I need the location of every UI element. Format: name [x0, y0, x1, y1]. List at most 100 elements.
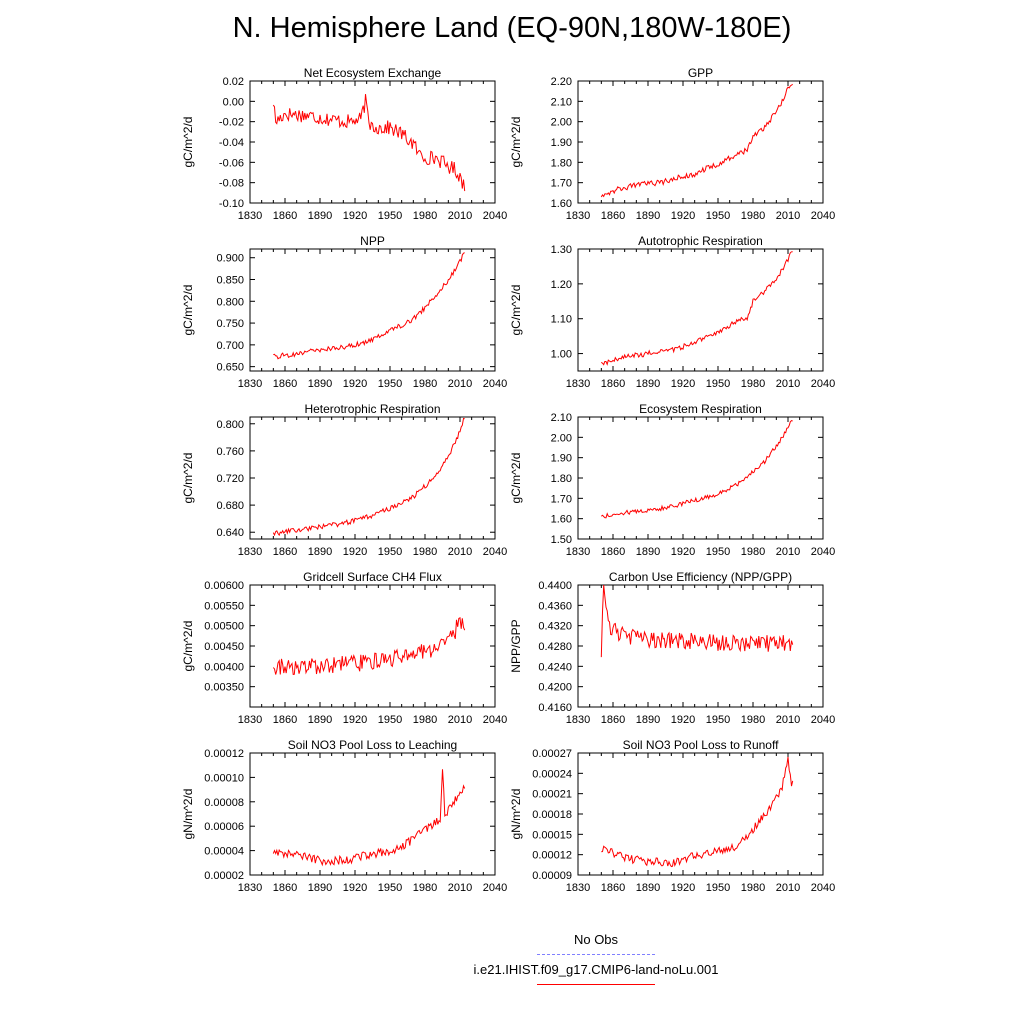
- panel-5-ytick-label: 0.800: [216, 419, 244, 431]
- panel-10-xtick-label: 1950: [706, 882, 730, 894]
- panel-1-xtick-label: 2040: [483, 210, 507, 222]
- panel-10-xtick-label: 2010: [776, 882, 800, 894]
- panel-10-xtick-label: 1830: [566, 882, 590, 894]
- panel-3-xtick-label: 1830: [238, 378, 262, 390]
- panel-8-xtick-label: 1830: [566, 714, 590, 726]
- panel-10-xtick-label: 1860: [601, 882, 625, 894]
- panel-7-ytick-label: 0.00450: [204, 641, 244, 653]
- panel-8-ytick-label: 0.4320: [538, 621, 572, 633]
- panel-9-ytick-label: 0.00006: [204, 821, 244, 833]
- panel-8-xtick-label: 1950: [706, 714, 730, 726]
- panel-4-xtick-label: 1980: [741, 378, 765, 390]
- panel-2-ytick-label: 1.70: [551, 178, 572, 190]
- panel-8-ylabel: NPP/GPP: [509, 619, 523, 672]
- panel-2-ytick-label: 2.10: [551, 96, 572, 108]
- panel-3-xtick-label: 1860: [273, 378, 297, 390]
- panel-3-ytick-label: 0.850: [216, 275, 244, 287]
- panel-5-ytick-label: 0.720: [216, 473, 244, 485]
- panel-9-xtick-label: 1950: [378, 882, 402, 894]
- panel-4-ytick-label: 1.00: [551, 349, 572, 361]
- panel-6-xtick-label: 1860: [601, 546, 625, 558]
- panel-2-title: GPP: [688, 66, 713, 80]
- panel-7-ytick-label: 0.00350: [204, 682, 244, 694]
- panel-3-frame: [249, 248, 496, 372]
- panel-7-ytick-label: 0.00600: [204, 580, 244, 592]
- panel-3-series-line: [273, 252, 465, 360]
- panel-10-ylabel: gN/m^2/d: [509, 789, 523, 840]
- panel-8-ytick-label: 0.4360: [538, 600, 572, 612]
- panel-3-xtick-label: 1920: [343, 378, 367, 390]
- panel-1-ytick-label: -0.02: [219, 117, 244, 129]
- panel-4-ylabel: gC/m^2/d: [509, 285, 523, 336]
- panel-4-frame: [577, 248, 824, 372]
- panel-6-ytick-label: 2.00: [551, 432, 572, 444]
- panel-2-xtick-label: 1980: [741, 210, 765, 222]
- panel-6-title: Ecosystem Respiration: [639, 402, 762, 416]
- panel-10-xtick-label: 2040: [811, 882, 835, 894]
- panel-7-xtick-label: 1920: [343, 714, 367, 726]
- panel-2-xtick-label: 1830: [566, 210, 590, 222]
- panel-5-ytick-label: 0.640: [216, 527, 244, 539]
- panel-6-ytick-label: 1.90: [551, 453, 572, 465]
- panel-4-series-line: [600, 251, 793, 366]
- panel-6-ytick-label: 1.80: [551, 473, 572, 485]
- panel-3-xtick-label: 2010: [448, 378, 472, 390]
- panel-1-ylabel: gC/m^2/d: [181, 117, 195, 168]
- panel-6-ytick-label: 1.60: [551, 514, 572, 526]
- panel-9-ytick-label: 0.00004: [204, 846, 244, 858]
- panel-7-xtick-label: 2040: [483, 714, 507, 726]
- panel-6-xtick-label: 1980: [741, 546, 765, 558]
- panel-2-ytick-label: 2.00: [551, 117, 572, 129]
- panel-6-xtick-label: 1920: [671, 546, 695, 558]
- panel-5-series-line: [272, 417, 465, 537]
- panel-1-ytick-label: -0.06: [219, 157, 244, 169]
- panel-2-ytick-label: 2.20: [551, 76, 572, 88]
- panel-3-ytick-label: 0.750: [216, 318, 244, 330]
- panel-2-xtick-label: 2040: [811, 210, 835, 222]
- panel-10-ytick-label: 0.00018: [532, 809, 572, 821]
- panel-3-ytick-label: 0.900: [216, 253, 244, 265]
- panel-9-title: Soil NO3 Pool Loss to Leaching: [288, 738, 457, 752]
- panel-9-xtick-label: 2040: [483, 882, 507, 894]
- panel-9-xtick-label: 1920: [343, 882, 367, 894]
- panel-3-xtick-label: 1950: [378, 378, 402, 390]
- panel-1-title: Net Ecosystem Exchange: [304, 66, 442, 80]
- panel-3-title: NPP: [360, 234, 385, 248]
- panel-4-xtick-label: 1830: [566, 378, 590, 390]
- panel-3-xtick-label: 1980: [413, 378, 437, 390]
- panel-6-ylabel: gC/m^2/d: [509, 453, 523, 504]
- panel-10-ytick-label: 0.00009: [532, 870, 572, 882]
- panel-1-ytick-label: 0.02: [223, 76, 244, 88]
- panel-8-xtick-label: 2040: [811, 714, 835, 726]
- panel-2-xtick-label: 2010: [776, 210, 800, 222]
- panel-3-ytick-label: 0.700: [216, 340, 244, 352]
- panel-7-xtick-label: 1980: [413, 714, 437, 726]
- panel-2-ytick-label: 1.80: [551, 157, 572, 169]
- panel-8-ytick-label: 0.4160: [538, 702, 572, 714]
- panel-10-ytick-label: 0.00021: [532, 789, 572, 801]
- panel-8-xtick-label: 1860: [601, 714, 625, 726]
- panel-7-ytick-label: 0.00550: [204, 600, 244, 612]
- panel-5-xtick-label: 2010: [448, 546, 472, 558]
- panel-10-ytick-label: 0.00027: [532, 748, 572, 760]
- panel-5-xtick-label: 1950: [378, 546, 402, 558]
- panel-9-xtick-label: 2010: [448, 882, 472, 894]
- panel-7-ytick-label: 0.00400: [204, 661, 244, 673]
- panel-5-ytick-label: 0.680: [216, 500, 244, 512]
- panel-7-ytick-label: 0.00500: [204, 621, 244, 633]
- panel-5-xtick-label: 1890: [308, 546, 332, 558]
- panel-9-xtick-label: 1830: [238, 882, 262, 894]
- panel-8-ytick-label: 0.4200: [538, 682, 572, 694]
- panel-8-ytick-label: 0.4240: [538, 661, 572, 673]
- panel-9-ytick-label: 0.00008: [204, 797, 244, 809]
- panel-8-xtick-label: 1890: [636, 714, 660, 726]
- panel-1-ytick-label: -0.08: [219, 178, 244, 190]
- panel-6-series-line: [600, 420, 793, 519]
- panel-9-ytick-label: 0.00012: [204, 748, 244, 760]
- panel-9-xtick-label: 1980: [413, 882, 437, 894]
- panel-2-xtick-label: 1920: [671, 210, 695, 222]
- panel-2-xtick-label: 1950: [706, 210, 730, 222]
- panel-5-title: Heterotrophic Respiration: [304, 402, 440, 416]
- panel-8-series-line: [600, 584, 794, 658]
- panel-10-series-line: [601, 756, 794, 868]
